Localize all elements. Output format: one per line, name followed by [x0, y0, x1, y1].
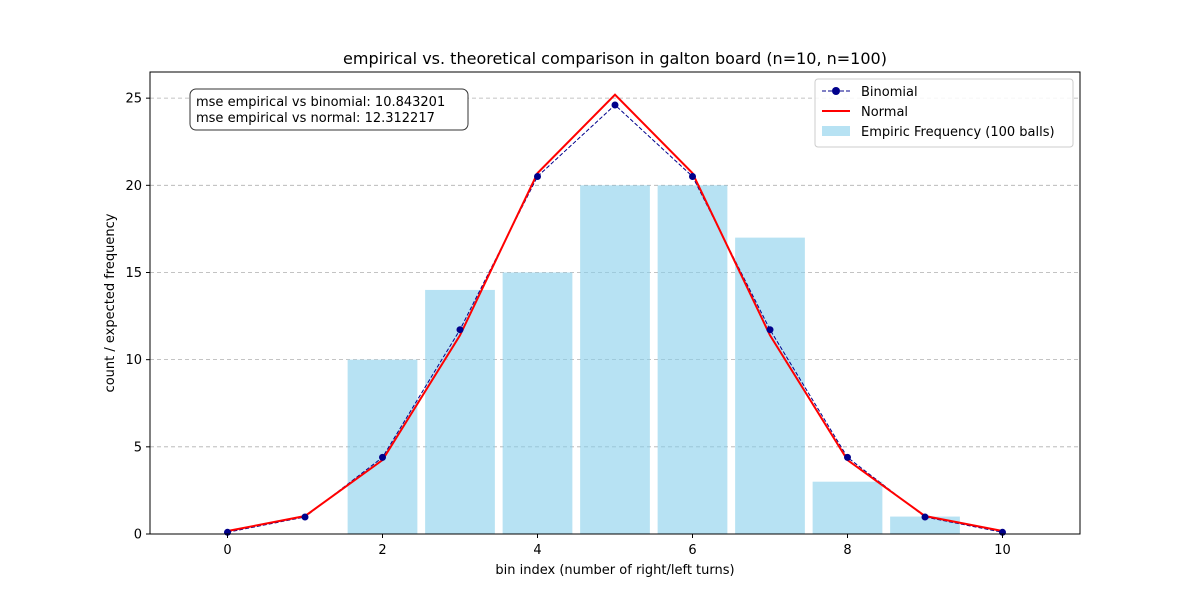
binomial-point-3: [456, 326, 464, 334]
y-tick-label-0: 0: [134, 528, 142, 543]
annotation-box: [189, 88, 469, 131]
y-tick-label-5: 5: [134, 440, 142, 455]
x-tick-label-0: 0: [223, 543, 231, 558]
legend-empiric-label: Empiric Frequency (100 balls): [861, 125, 1055, 140]
chart-title: empirical vs. theoretical comparison in …: [343, 49, 887, 68]
y-axis-label: count / expected frequency: [103, 213, 118, 392]
bar-empiric-6: [657, 185, 728, 535]
x-tick-label-4: 4: [533, 543, 541, 558]
y-axis-ticks: 0 5 10 15 20 25: [125, 92, 150, 543]
mse-annotation: mse empirical vs binomial: 10.843201 mse…: [189, 88, 469, 131]
legend: Binomial Normal Empiric Frequency (100 b…: [814, 78, 1074, 148]
bar-empiric-9: [890, 516, 960, 534]
bar-empiric-8: [812, 481, 883, 534]
x-tick-label-8: 8: [843, 543, 851, 558]
binomial-point-5: [611, 101, 619, 109]
x-axis-label: bin index (number of right/left turns): [495, 563, 734, 578]
y-tick-label-25: 25: [125, 92, 142, 107]
bars: [347, 185, 960, 535]
annotation-line-binomial: mse empirical vs binomial: 10.843201: [196, 95, 445, 110]
bar-empiric-2: [347, 359, 418, 534]
binomial-point-2: [379, 453, 386, 461]
bar-empiric-4: [502, 272, 573, 534]
x-axis-ticks: 0 2 4 6 8 10: [223, 534, 1011, 558]
legend-box: [814, 78, 1074, 148]
y-tick-label-15: 15: [125, 266, 142, 281]
y-tick-label-20: 20: [125, 179, 142, 194]
normal-line: [227, 93, 1003, 533]
binomial-point-9: [921, 513, 929, 521]
x-tick-label-10: 10: [994, 543, 1011, 558]
binomial-point-6: [689, 172, 696, 180]
legend-binomial-marker: [832, 87, 840, 95]
series-markers: [224, 101, 1006, 536]
bar-empiric-5: [580, 185, 650, 535]
annotation-line-normal: mse empirical vs normal: 12.312217: [196, 111, 435, 126]
binomial-point-8: [844, 453, 851, 461]
legend-binomial-label: Binomial: [861, 85, 918, 100]
plot-frame: [149, 71, 1081, 535]
binomial-point-7: [766, 326, 774, 334]
x-tick-label-6: 6: [688, 543, 696, 558]
legend-empiric-swatch: [822, 126, 850, 136]
binomial-point-4: [534, 172, 541, 180]
y-tick-label-10: 10: [125, 353, 142, 368]
binomial-point-1: [301, 513, 309, 521]
legend-normal-label: Normal: [861, 105, 908, 120]
x-tick-label-2: 2: [378, 543, 386, 558]
